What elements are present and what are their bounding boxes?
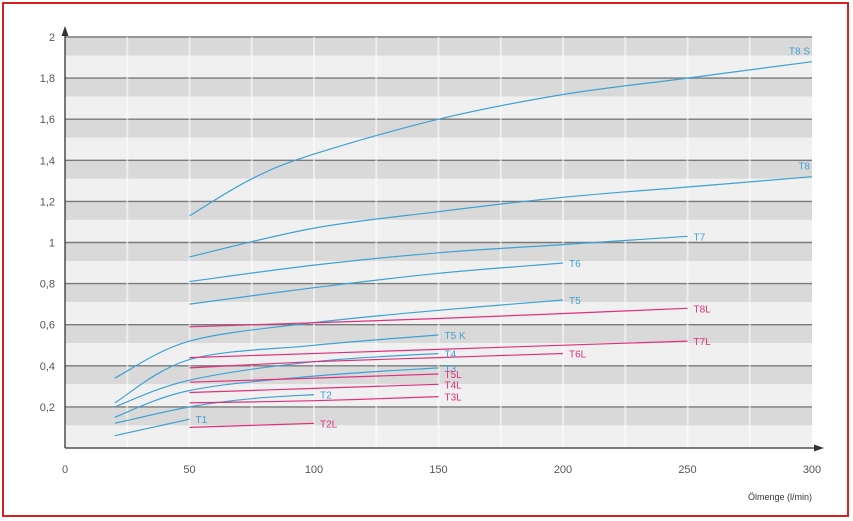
y-tick-label: 2 — [49, 32, 55, 44]
x-tick-label: 150 — [429, 464, 447, 476]
series-line — [189, 383, 439, 394]
series-label: T5 — [569, 296, 581, 307]
series-line — [114, 334, 439, 404]
y-tick-label: 1,6 — [40, 114, 55, 126]
x-tick-label: 100 — [305, 464, 323, 476]
series-line — [114, 352, 439, 408]
y-tick-label: 1,8 — [40, 73, 55, 85]
series-line — [189, 422, 315, 428]
axes — [61, 26, 824, 452]
series-line — [189, 262, 564, 305]
x-axis-arrow — [814, 444, 824, 452]
series-lines — [114, 61, 813, 437]
series-label: T6 — [569, 259, 581, 270]
y-tick-label: 1,4 — [40, 155, 55, 167]
series-label: T2L — [320, 419, 338, 430]
series-line — [189, 307, 688, 328]
series-line — [189, 176, 813, 258]
series-line — [114, 367, 439, 418]
series-label: T7L — [694, 337, 712, 348]
x-tick-label: 250 — [678, 464, 696, 476]
series-label: T8L — [694, 304, 712, 315]
series-label: T4L — [445, 380, 463, 391]
series-label: T5 K — [445, 331, 466, 342]
series-label: T8 S — [789, 47, 810, 58]
x-tick-label: 200 — [554, 464, 572, 476]
series-label: T5L — [445, 370, 463, 381]
x-tick-label: 300 — [803, 464, 821, 476]
y-axis-arrow — [61, 26, 69, 36]
y-tick-label: 0,2 — [40, 402, 55, 414]
series-line — [189, 235, 688, 283]
series-label: T3L — [445, 393, 463, 404]
y-tick-label: 0,4 — [40, 361, 55, 373]
x-axis-title: Ölmenge (l/min) — [748, 492, 812, 502]
y-tick-label: 1,2 — [40, 196, 55, 208]
x-tick-label: 0 — [62, 464, 68, 476]
y-tick-label: 0,8 — [40, 279, 55, 291]
series-line — [189, 61, 813, 217]
y-tick-label: 1 — [49, 238, 55, 250]
series-line — [189, 373, 439, 383]
series-line — [114, 418, 190, 437]
series-label: T1 — [196, 415, 208, 426]
y-tick-label: 0,6 — [40, 320, 55, 332]
series-label: T7 — [694, 232, 706, 243]
series-label: T4 — [445, 349, 457, 360]
series-label: T3 — [445, 364, 457, 375]
x-tick-labels: 0 50 100 150 200 250 300 — [62, 464, 821, 476]
x-tick-label: 50 — [183, 464, 195, 476]
series-label: T2 — [320, 391, 332, 402]
series-line — [189, 396, 439, 404]
series-line — [189, 352, 564, 369]
y-tick-labels: 0,2 0,4 0,6 0,8 1 1,2 1,4 1,6 1,8 2 — [40, 32, 55, 414]
series-label: T8 — [798, 162, 810, 173]
series-line — [189, 340, 688, 359]
series-label: T6L — [569, 349, 587, 360]
